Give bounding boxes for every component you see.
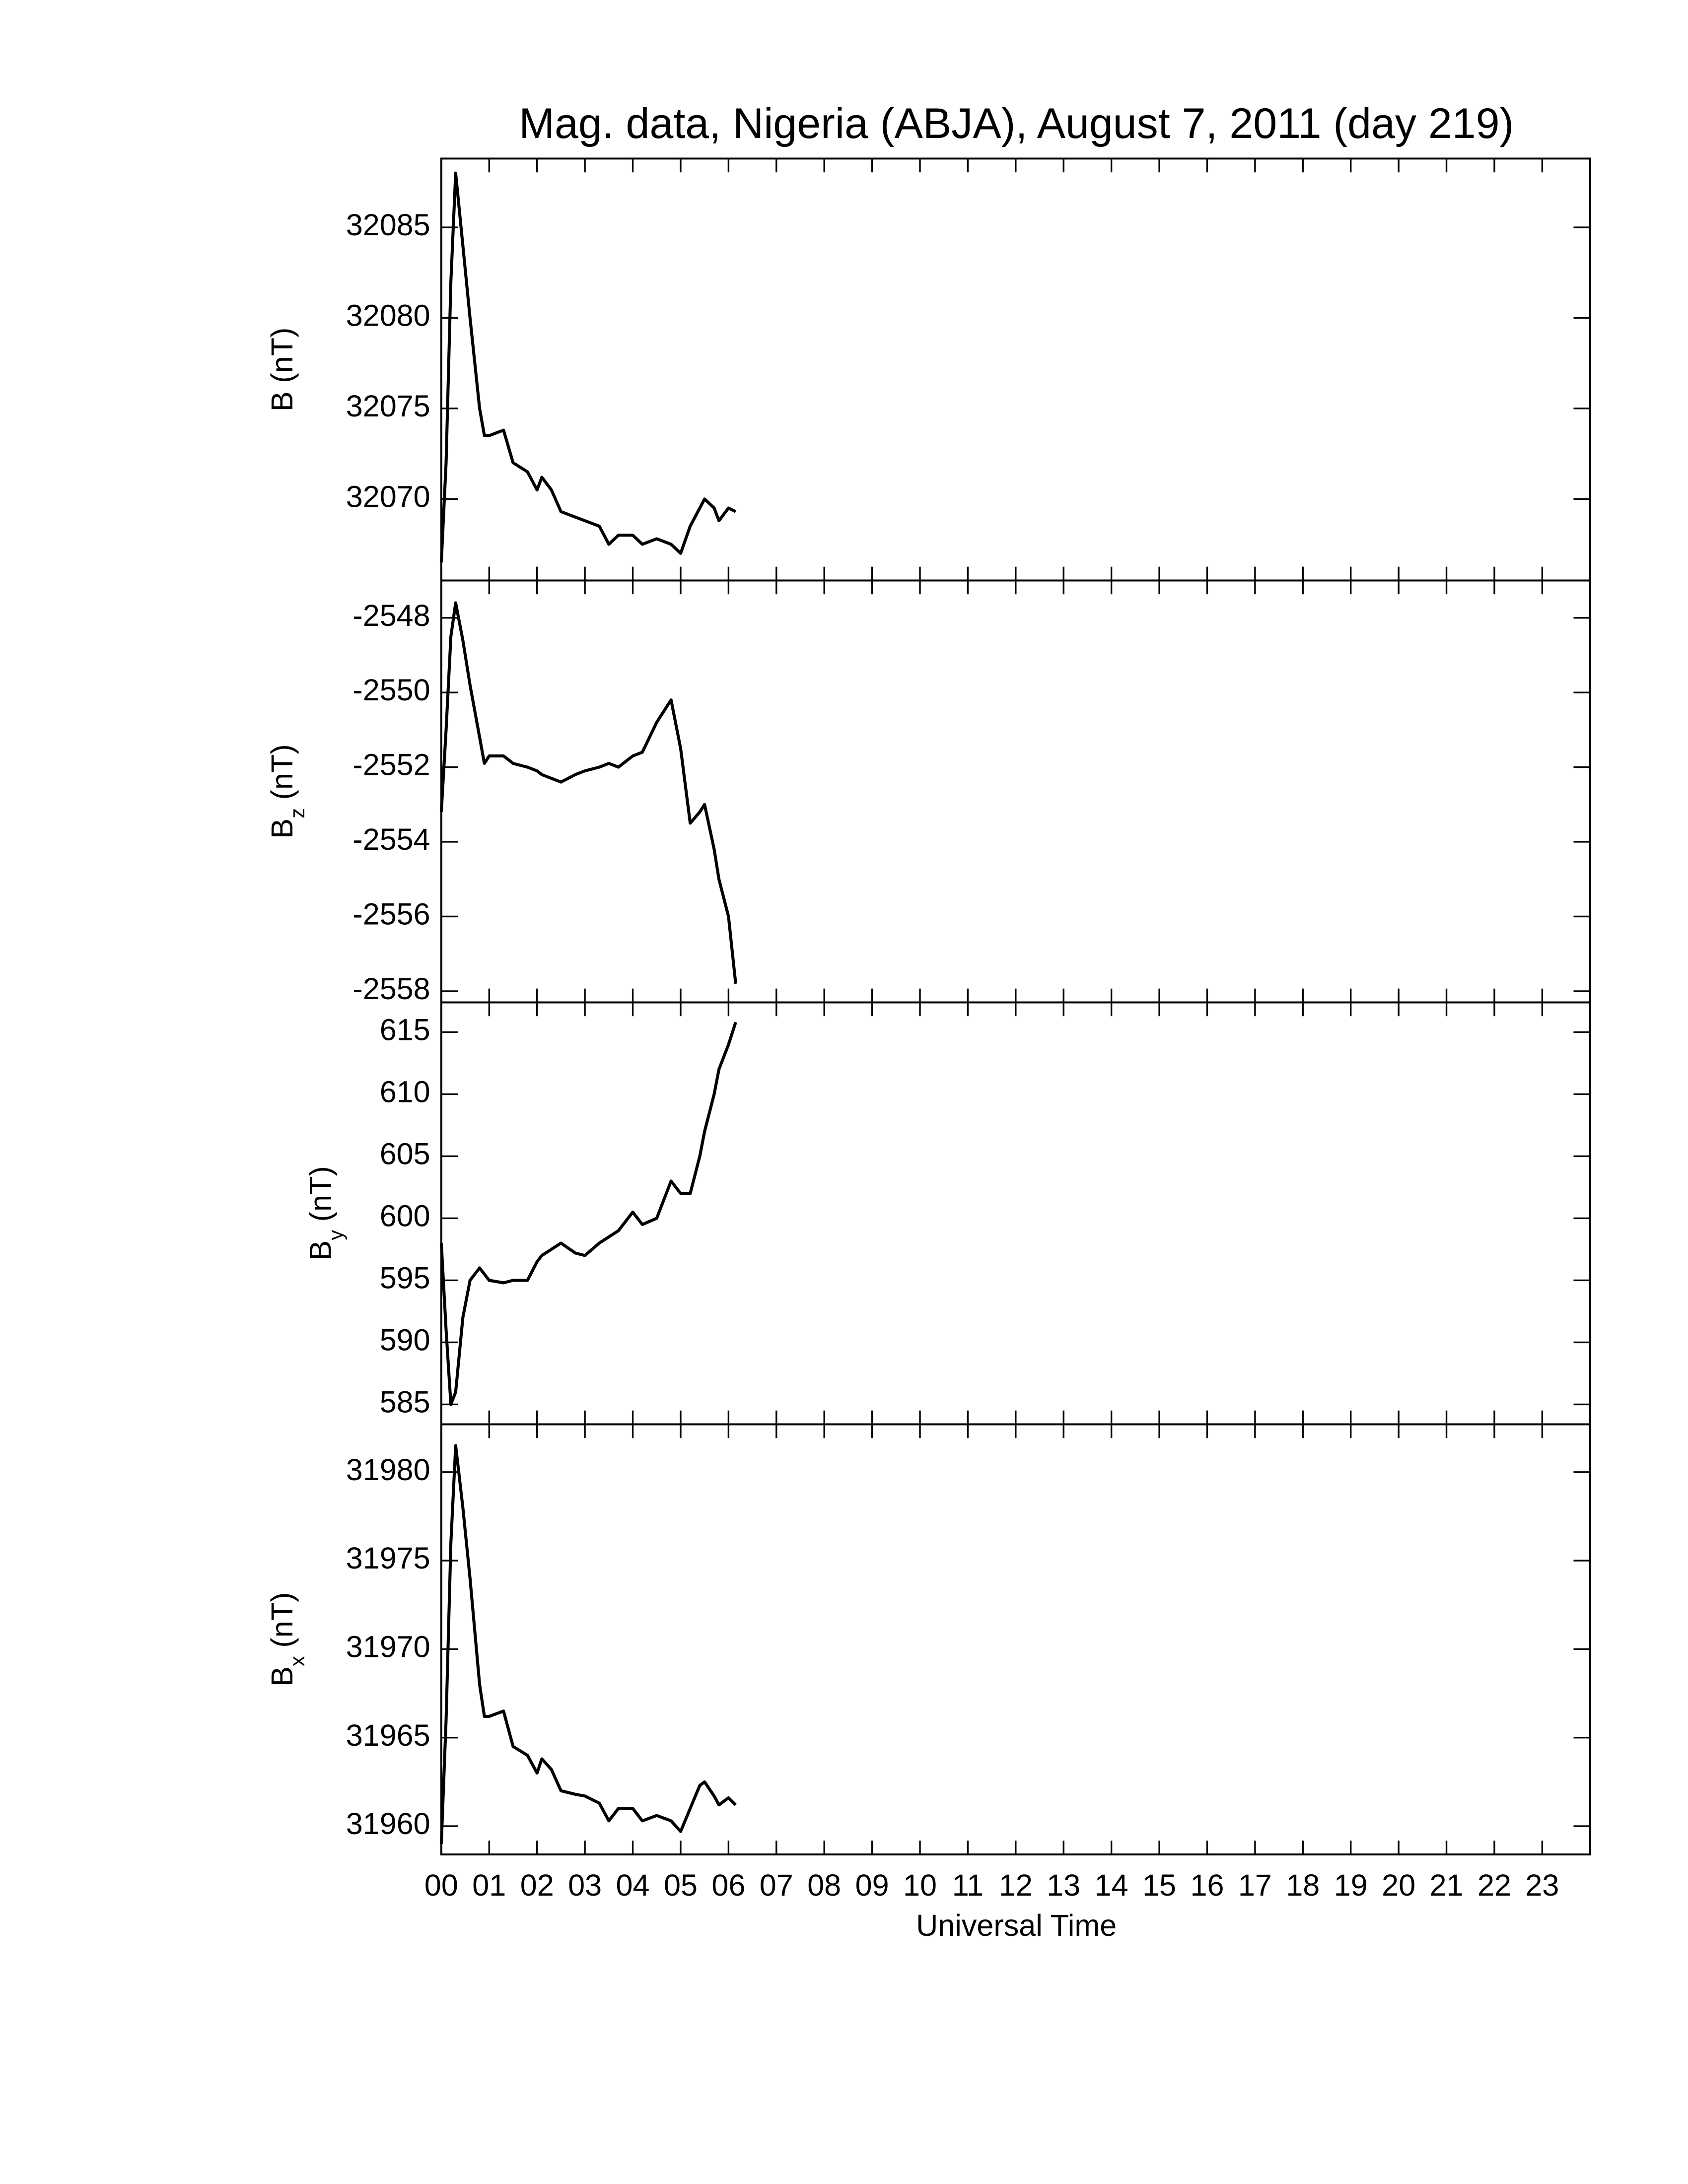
- x-tick-label: 21: [1430, 1868, 1464, 1902]
- x-tick-label: 00: [424, 1868, 458, 1902]
- x-tick-label: 17: [1238, 1868, 1272, 1902]
- y-tick-label: -2548: [352, 599, 430, 632]
- y-tick-label: 610: [380, 1075, 430, 1109]
- y-axis-title: B (nT): [265, 328, 299, 411]
- y-tick-label: 590: [380, 1323, 430, 1357]
- x-tick-label: 08: [807, 1868, 841, 1902]
- y-tick-label: 32080: [346, 299, 430, 333]
- y-tick-label: -2558: [352, 972, 430, 1006]
- y-tick-label: 32075: [346, 389, 430, 423]
- x-tick-label: 04: [616, 1868, 650, 1902]
- y-axis-symbol: B: [265, 391, 299, 411]
- x-tick-label: 23: [1525, 1868, 1559, 1902]
- y-axis-unit: (nT): [265, 328, 299, 383]
- y-tick-label: -2550: [352, 673, 430, 707]
- y-tick-label: 31980: [346, 1453, 430, 1487]
- data-line: [439, 601, 737, 984]
- y-axis-symbol: B: [304, 1240, 338, 1261]
- y-axis-subscript: z: [285, 808, 308, 819]
- data-line: [439, 1022, 737, 1406]
- y-tick-label: 605: [380, 1137, 430, 1171]
- y-tick-label: -2556: [352, 897, 430, 931]
- y-axis-subscript: x: [285, 1656, 308, 1666]
- x-tick-label: 13: [1047, 1868, 1080, 1902]
- data-line: [439, 171, 737, 563]
- y-tick-label: 31975: [346, 1541, 430, 1575]
- y-axis-unit: (nT): [265, 1592, 299, 1648]
- y-tick-label: 32085: [346, 208, 430, 242]
- x-tick-label: 18: [1286, 1868, 1320, 1902]
- x-tick-label: 06: [711, 1868, 745, 1902]
- x-tick-label: 07: [760, 1868, 793, 1902]
- x-axis-title: Universal Time: [916, 1909, 1117, 1942]
- x-tick-label: 03: [568, 1868, 602, 1902]
- y-tick-label: -2554: [352, 822, 430, 856]
- y-tick-label: 31965: [346, 1718, 430, 1752]
- y-tick-label: 585: [380, 1385, 430, 1419]
- x-tick-label: 16: [1190, 1868, 1224, 1902]
- y-tick-label: 615: [380, 1013, 430, 1047]
- y-axis-title: By (nT): [304, 1166, 348, 1260]
- x-tick-label: 09: [855, 1868, 889, 1902]
- y-tick-label: -2552: [352, 748, 430, 782]
- x-tick-label: 01: [472, 1868, 506, 1902]
- x-tick-label: 12: [999, 1868, 1033, 1902]
- chart-title: Mag. data, Nigeria (ABJA), August 7, 201…: [519, 100, 1514, 147]
- x-tick-label: 11: [952, 1868, 984, 1902]
- y-tick-label: 600: [380, 1199, 430, 1233]
- x-tick-label: 22: [1477, 1868, 1511, 1902]
- x-tick-label: 02: [520, 1868, 554, 1902]
- x-tick-label: 15: [1142, 1868, 1176, 1902]
- y-tick-label: 31970: [346, 1630, 430, 1664]
- x-tick-label: 14: [1095, 1868, 1128, 1902]
- x-tick-label: 10: [903, 1868, 937, 1902]
- y-axis-title: Bz (nT): [265, 744, 309, 838]
- y-tick-label: 31960: [346, 1807, 430, 1841]
- y-axis-title: Bx (nT): [265, 1592, 309, 1687]
- y-axis-subscript: y: [324, 1230, 347, 1240]
- y-tick-label: 32070: [346, 479, 430, 513]
- data-line: [439, 1444, 737, 1844]
- y-tick-label: 595: [380, 1261, 430, 1295]
- x-tick-label: 05: [664, 1868, 698, 1902]
- y-axis-symbol: B: [265, 1666, 299, 1687]
- y-axis-unit: (nT): [265, 744, 299, 800]
- y-axis-unit: (nT): [304, 1166, 338, 1222]
- x-tick-label: 19: [1334, 1868, 1368, 1902]
- y-axis-symbol: B: [265, 819, 299, 839]
- x-tick-label: 20: [1382, 1868, 1415, 1902]
